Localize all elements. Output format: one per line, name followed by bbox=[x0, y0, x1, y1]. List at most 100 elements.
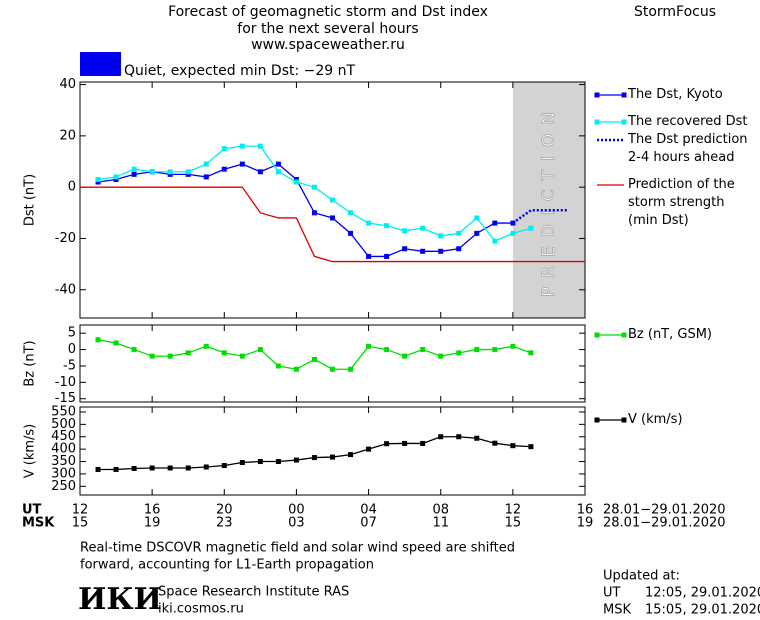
point bbox=[113, 174, 119, 180]
point bbox=[330, 366, 335, 372]
point bbox=[239, 460, 245, 466]
x-tick-label: 11 bbox=[432, 516, 449, 531]
logo: ИКИ bbox=[78, 582, 162, 617]
legend-marker bbox=[594, 119, 600, 125]
legend-label: Bz (nT, GSM) bbox=[628, 327, 713, 342]
legend-marker bbox=[621, 332, 627, 338]
updated-time: 15:05, 29.01.2020 bbox=[645, 603, 760, 618]
updated-title: Updated at: bbox=[603, 569, 680, 584]
point bbox=[257, 347, 263, 353]
y-tick-label: -10 bbox=[55, 375, 76, 390]
point bbox=[492, 440, 498, 446]
y-tick-label: 450 bbox=[51, 429, 76, 444]
legend-marker bbox=[621, 92, 627, 98]
point bbox=[420, 440, 426, 446]
y-tick-label: -40 bbox=[55, 282, 76, 297]
point bbox=[456, 434, 462, 440]
point bbox=[438, 233, 444, 239]
point bbox=[402, 228, 408, 234]
point bbox=[149, 169, 155, 175]
status-box bbox=[80, 52, 121, 76]
y-tick-label: 5 bbox=[68, 326, 76, 341]
title: www.spaceweather.ru bbox=[251, 37, 405, 53]
updated-zone: UT bbox=[603, 586, 621, 601]
y-axis-label: Dst (nT) bbox=[23, 174, 38, 226]
point bbox=[293, 366, 299, 372]
point bbox=[420, 225, 426, 231]
title: for the next several hours bbox=[237, 21, 418, 37]
point bbox=[95, 337, 101, 343]
point bbox=[203, 161, 209, 167]
updated-zone: MSK bbox=[603, 603, 631, 618]
annotation: PREDICTION bbox=[539, 103, 559, 297]
point bbox=[384, 441, 390, 447]
x-tick-label: 03 bbox=[288, 516, 305, 531]
point bbox=[167, 353, 173, 359]
x-tick-label: 23 bbox=[216, 516, 233, 531]
point bbox=[492, 220, 498, 226]
point bbox=[420, 248, 426, 254]
y-tick-label: 40 bbox=[59, 77, 76, 92]
point bbox=[149, 353, 155, 359]
y-axis-label: Bz (nT) bbox=[23, 340, 38, 386]
point bbox=[149, 465, 155, 471]
point bbox=[185, 171, 191, 177]
y-tick-label: 0 bbox=[68, 180, 76, 195]
x-tick-label: 00 bbox=[288, 503, 305, 518]
y-tick-label: -20 bbox=[55, 231, 76, 246]
point bbox=[113, 340, 119, 346]
point bbox=[492, 238, 498, 244]
point bbox=[131, 347, 137, 353]
point bbox=[275, 169, 281, 175]
legend-label: Prediction of the storm strength (min Ds… bbox=[628, 177, 735, 228]
point bbox=[221, 166, 227, 172]
point bbox=[257, 459, 263, 465]
plot-frame bbox=[79, 324, 586, 403]
point bbox=[510, 443, 516, 449]
point bbox=[384, 253, 390, 259]
point bbox=[293, 457, 299, 463]
legend-marker bbox=[594, 417, 600, 423]
y-tick-label: 350 bbox=[51, 454, 76, 469]
series-line bbox=[97, 145, 532, 242]
point bbox=[456, 246, 462, 252]
point bbox=[510, 230, 516, 236]
point bbox=[366, 446, 372, 452]
point bbox=[438, 248, 444, 254]
status: Quiet, expected min Dst: −29 nT bbox=[124, 63, 356, 79]
x-tick-label: 16 bbox=[577, 503, 594, 518]
point bbox=[167, 171, 173, 177]
point bbox=[221, 146, 227, 152]
point bbox=[510, 343, 516, 349]
legend-label: The recovered Dst bbox=[628, 114, 748, 129]
series-line bbox=[97, 339, 532, 370]
point bbox=[113, 176, 119, 182]
point bbox=[257, 143, 263, 149]
point bbox=[275, 161, 281, 167]
point bbox=[203, 174, 209, 180]
point bbox=[402, 440, 408, 446]
legend-label: The Dst prediction 2-4 hours ahead bbox=[628, 132, 748, 165]
y-tick-label: 400 bbox=[51, 442, 76, 457]
point bbox=[492, 347, 498, 353]
point bbox=[113, 466, 119, 472]
point bbox=[402, 353, 408, 359]
point bbox=[348, 210, 354, 216]
legend-marker bbox=[594, 332, 600, 338]
x-tick-label: 07 bbox=[360, 516, 377, 531]
x-tick-label: 19 bbox=[577, 516, 594, 531]
point bbox=[95, 466, 101, 472]
point bbox=[348, 230, 354, 236]
plot-frame bbox=[79, 81, 586, 319]
title: Forecast of geomagnetic storm and Dst in… bbox=[168, 4, 488, 20]
institute: Space Research Institute RAS bbox=[158, 585, 349, 600]
point bbox=[330, 197, 335, 203]
y-tick-label: 20 bbox=[59, 128, 76, 143]
point bbox=[131, 465, 137, 471]
point bbox=[438, 434, 444, 440]
y-tick-label: -15 bbox=[55, 391, 76, 406]
prediction-zone bbox=[512, 82, 585, 318]
point bbox=[239, 161, 245, 167]
series-line bbox=[80, 186, 585, 263]
